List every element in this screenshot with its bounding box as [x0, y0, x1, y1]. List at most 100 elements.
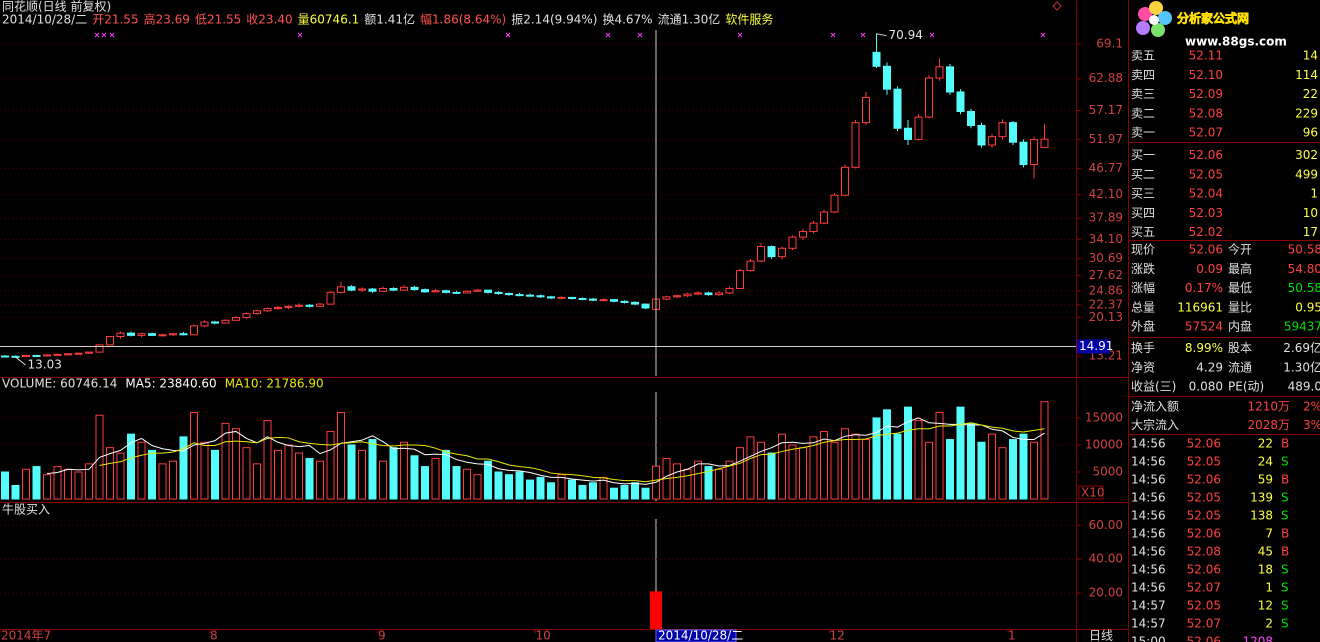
book-volume: 96 — [1303, 126, 1318, 140]
y-tick-label: 37.89 — [1089, 211, 1123, 225]
header-info: 幅1.86(8.64%) — [420, 12, 506, 27]
stat-value: 8.99% — [1185, 341, 1223, 355]
volume-bar — [683, 468, 692, 500]
candle-body — [851, 122, 860, 168]
volume-bar — [221, 422, 230, 500]
book-volume: 302 — [1295, 148, 1318, 162]
candle-body — [935, 66, 944, 79]
book-label: 卖五 — [1131, 49, 1155, 63]
candle-body — [137, 333, 146, 336]
stat-label: 收益(三) — [1131, 380, 1176, 394]
logo-center — [1149, 15, 1159, 25]
stat-label: 总量 — [1131, 300, 1155, 314]
trade-volume: 59 — [1258, 473, 1273, 487]
trade-price: 52.06 — [1187, 437, 1221, 451]
trade-price: 52.07 — [1187, 581, 1221, 595]
candle-body — [925, 77, 933, 118]
candle-body — [64, 353, 72, 356]
candle-body — [799, 231, 807, 238]
book-volume: 229 — [1295, 106, 1318, 120]
trade-volume: 24 — [1258, 455, 1273, 469]
trade-volume: 139 — [1250, 491, 1273, 505]
candle-body — [536, 295, 545, 298]
candle-body — [22, 354, 30, 358]
candle-body — [904, 127, 912, 140]
volume-bar — [820, 430, 828, 500]
stat-label: 最高 — [1228, 261, 1252, 276]
logo: 分析家公式网 www.88gs.com — [1129, 0, 1320, 50]
logo-petal — [1149, 1, 1163, 15]
stat-value: 0.95 — [1295, 300, 1320, 314]
volume-bar — [400, 441, 408, 500]
candle-body — [494, 291, 503, 294]
header-info: 收23.40 — [246, 13, 292, 27]
candle-body — [809, 222, 818, 233]
candle-body — [284, 305, 293, 308]
y-tick-label: 5000 — [1092, 464, 1123, 478]
y-tick-label: 20.13 — [1089, 310, 1123, 324]
volume-bar — [179, 436, 188, 500]
trade-side: B — [1281, 437, 1289, 451]
book-label: 买一 — [1131, 148, 1155, 162]
volume-title: VOLUME: 60746.14 — [2, 377, 117, 391]
book-price: 52.11 — [1189, 49, 1223, 63]
book-volume: 499 — [1295, 167, 1318, 181]
book-volume: 17 — [1303, 225, 1318, 239]
y-tick-label: 40.00 — [1089, 552, 1123, 566]
volume-bar — [347, 444, 356, 500]
ma-line — [46, 417, 1045, 485]
book-volume: 1 — [1310, 187, 1318, 201]
trade-side: S — [1281, 509, 1289, 523]
candle-body — [1009, 122, 1017, 143]
volume-bar — [232, 428, 240, 500]
volume-bar — [736, 447, 744, 500]
y-tick-label: 27.62 — [1089, 268, 1123, 282]
volume-bar — [11, 484, 20, 500]
y-tick-label: 34.10 — [1089, 232, 1123, 246]
candle-body — [1030, 139, 1038, 166]
y-tick-label: 30.69 — [1089, 251, 1123, 265]
volume-bar — [452, 466, 461, 500]
trade-volume: 138 — [1250, 509, 1273, 523]
ma-line — [99, 422, 1045, 483]
candle-body — [757, 246, 765, 262]
book-price: 52.03 — [1189, 206, 1223, 220]
volume-bar — [956, 406, 965, 500]
stat-label: PE(动) — [1228, 380, 1264, 394]
info-markers — [94, 32, 1046, 38]
crosshair-date-label: 2014/10/28/二 — [658, 629, 743, 642]
flow-amount: 1210万 — [1247, 400, 1290, 414]
stat-label: 量比 — [1228, 300, 1252, 314]
header-info: 高23.69 — [144, 12, 190, 27]
stat-label: 现价 — [1131, 243, 1155, 257]
window-title: 同花顺(日线 前复权) — [2, 0, 111, 14]
stat-label: 涨幅 — [1131, 280, 1155, 295]
candle-body — [568, 296, 576, 300]
volume-bar — [851, 433, 860, 500]
header-info: 流通1.30亿 — [658, 12, 721, 27]
candle-body — [326, 291, 335, 305]
candle-body — [578, 298, 587, 301]
candle-body — [505, 292, 513, 296]
stat-label: 净资 — [1131, 360, 1155, 374]
candle-body — [85, 351, 93, 354]
candle-body — [883, 65, 891, 90]
unit-label: X10 — [1081, 486, 1105, 500]
trade-price: 52.05 — [1187, 491, 1221, 505]
volume-bar — [253, 463, 261, 500]
candle-body — [694, 292, 702, 295]
trade-volume: 12 — [1258, 599, 1273, 613]
volume-bar — [421, 466, 429, 500]
stat-value: 2.69亿 — [1283, 340, 1320, 355]
stat-value: 489.0 — [1288, 380, 1320, 394]
candle-body — [148, 333, 156, 336]
trade-volume: 18 — [1258, 563, 1273, 577]
x-tick-label: 2014年7 — [1, 629, 51, 642]
candle-body — [106, 335, 114, 346]
candle-body — [484, 289, 492, 293]
candle-body — [190, 325, 198, 336]
volume-bar — [746, 436, 755, 500]
